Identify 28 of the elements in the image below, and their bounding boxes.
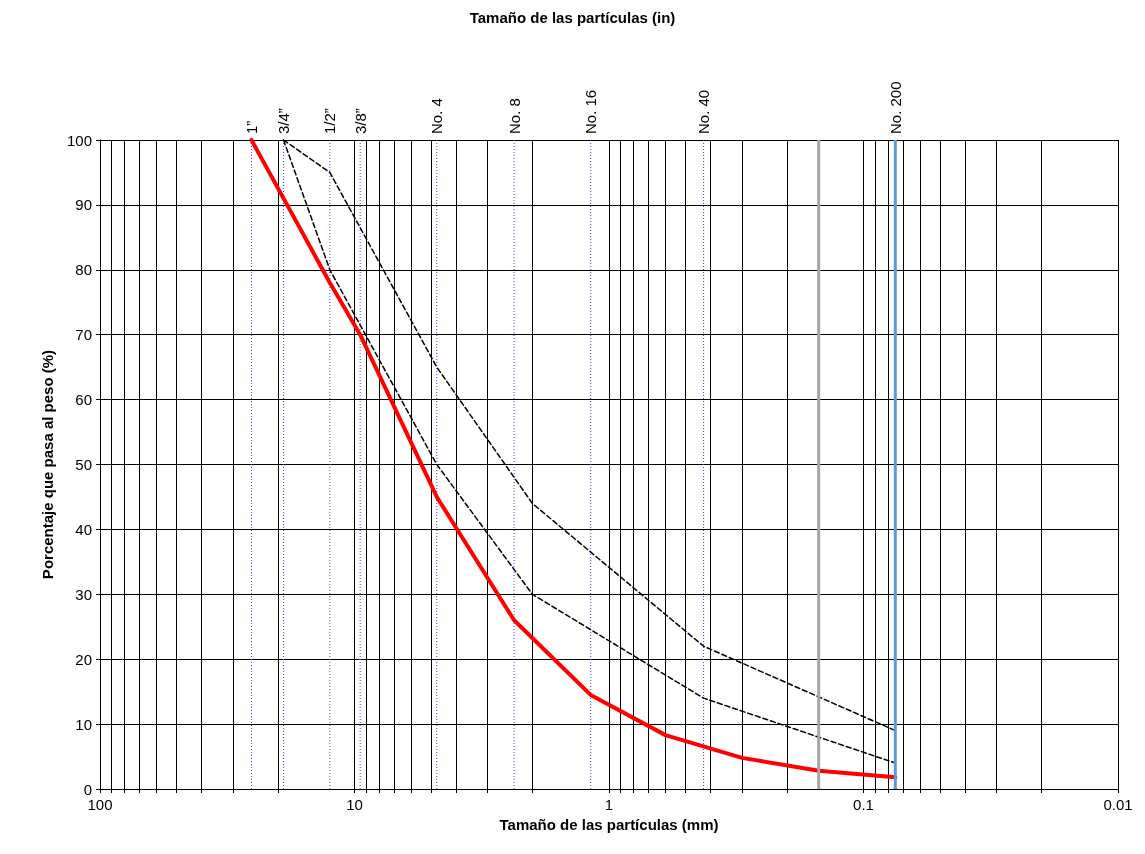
- y-axis-title: Porcentaje que pasa al peso (%): [39, 349, 56, 580]
- x-tick-label: 1: [604, 796, 614, 813]
- y-tick-label: 60: [75, 391, 92, 409]
- ref-line-label: No. 200: [886, 81, 904, 134]
- ref-line-label: 3/4”: [275, 108, 293, 134]
- ref-line-label: No. 40: [695, 89, 713, 134]
- y-tick-label: 0: [83, 780, 92, 798]
- y-tick-label: 50: [75, 456, 92, 473]
- ref-line-label: 1”: [242, 120, 260, 134]
- x-tick-label: 0.1: [853, 796, 874, 813]
- y-tick-label: 40: [75, 520, 92, 538]
- x-tick-label: 100: [87, 796, 113, 813]
- ref-line-label: No. 4: [428, 98, 446, 134]
- y-tick-label: 70: [75, 326, 92, 344]
- y-tick-label: 80: [75, 261, 92, 279]
- ref-line-label: 1/2”: [321, 108, 339, 134]
- y-tick-label: 90: [75, 196, 92, 214]
- y-tick-label: 10: [75, 715, 92, 733]
- x-axis-title: Tamaño de las partículas (mm): [499, 815, 719, 833]
- chart-title: Tamaño de las partículas (in): [469, 9, 676, 26]
- ref-line-label: No. 16: [582, 89, 600, 134]
- x-tick-label: 0.01: [1103, 796, 1133, 813]
- ref-line-label: 3/8”: [351, 108, 369, 134]
- ref-line-label: No. 8: [505, 98, 523, 134]
- x-tick-label: 10: [346, 796, 363, 813]
- y-tick-label: 100: [66, 131, 92, 149]
- y-tick-label: 20: [75, 650, 92, 668]
- y-tick-label: 30: [75, 585, 92, 603]
